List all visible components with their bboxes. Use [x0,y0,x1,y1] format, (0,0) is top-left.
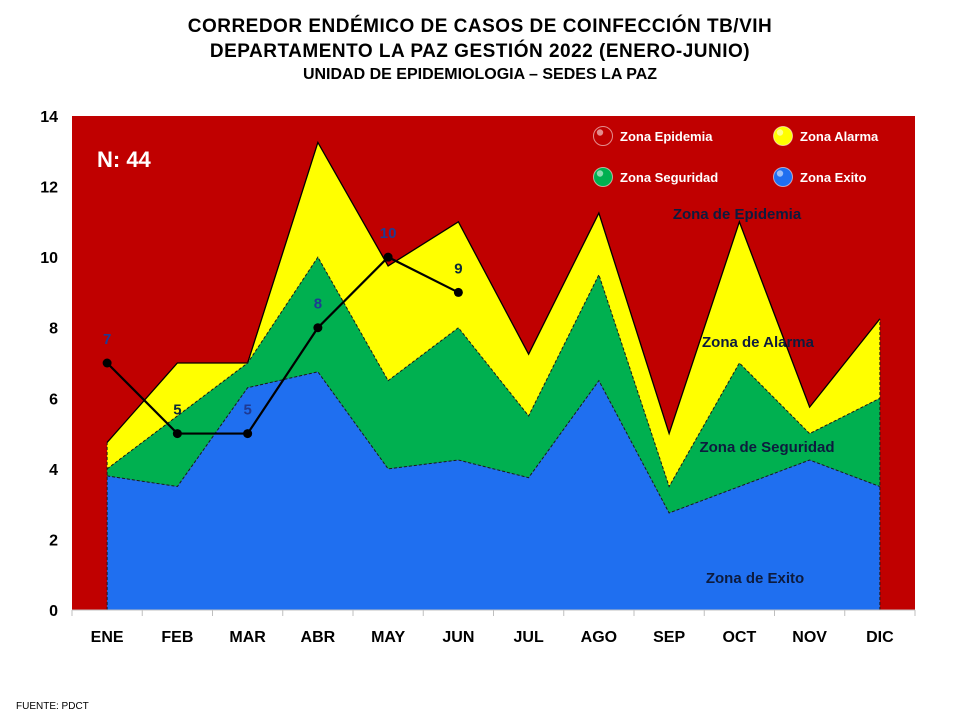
y-tick-label: 12 [40,180,58,197]
cases-point [383,252,393,262]
x-tick-label: ABR [301,629,336,646]
legend-marker [593,126,613,146]
x-tick-label: FEB [161,629,193,646]
legend-item-label: Zona Seguridad [620,170,718,185]
legend-item-label: Zona Exito [800,170,867,185]
seguridad-upper-line [106,256,881,488]
source-note: FUENTE: PDCT [16,701,89,712]
chart-subtitle: UNIDAD DE EPIDEMIOLOGIA – SEDES LA PAZ [302,66,658,83]
x-tick-label: NOV [792,629,827,646]
y-tick-label: 14 [40,109,58,126]
cases-line [106,255,459,435]
cases-data-label: 9 [454,260,462,277]
chart-title-line-2: DEPARTAMENTO LA PAZ GESTIÓN 2022 (ENERO-… [209,41,751,62]
x-tick-label: MAY [371,629,405,646]
legend-item-label: Zona Epidemia [620,129,713,144]
exito-upper-line [107,371,881,514]
legend-marker-highlight [776,170,784,177]
cases-data-label: 5 [173,402,181,419]
cases-data-label: 8 [314,296,322,313]
y-tick-label: 8 [49,321,58,338]
legend-marker [773,126,793,146]
legend-marker [773,167,793,187]
legend-item-label: Zona Alarma [800,129,879,144]
cases-data-label: 5 [243,402,251,419]
cases-point [313,323,323,333]
x-tick-label: MAR [229,629,266,646]
chart-title-line-1: CORREDOR ENDÉMICO DE CASOS DE COINFECCIÓ… [187,16,773,37]
zone-alarma-area [107,142,880,487]
y-tick-label: 4 [49,462,58,479]
legend-marker [593,167,613,187]
x-tick-label: AGO [581,629,617,646]
cases-data-label: 10 [380,225,397,242]
y-tick-label: 6 [49,391,58,408]
x-tick-label: ENE [91,629,124,646]
x-tick-label: DIC [866,629,894,646]
alarma-upper-line [106,140,881,443]
y-tick-label: 0 [49,603,58,620]
x-tick-label: SEP [653,629,685,646]
cases-point [102,358,112,368]
cases-point [453,287,463,297]
zone-label-alarma: Zona de Alarma [702,334,815,351]
case-count-label: N: 44 [97,147,152,172]
cases-data-label: 7 [103,331,111,348]
zone-label-exito: Zona de Exito [706,570,804,587]
y-tick-label: 10 [40,250,58,267]
cases-point [243,429,253,439]
zone-seguridad-area [107,257,880,513]
legend-marker-highlight [776,129,784,136]
chart-titles: CORREDOR ENDÉMICO DE CASOS DE COINFECCIÓ… [0,14,960,86]
zone-label-epidemia: Zona de Epidemia [673,206,802,223]
cases-point [172,429,182,439]
y-tick-label: 2 [49,532,58,549]
x-tick-label: OCT [722,629,756,646]
legend-marker-highlight [596,129,604,136]
zone-exito-area [107,371,880,610]
zone-label-seguridad: Zona de Seguridad [699,439,834,456]
x-tick-label: JUN [442,629,474,646]
legend-marker-highlight [596,170,604,177]
x-tick-label: JUL [514,629,544,646]
